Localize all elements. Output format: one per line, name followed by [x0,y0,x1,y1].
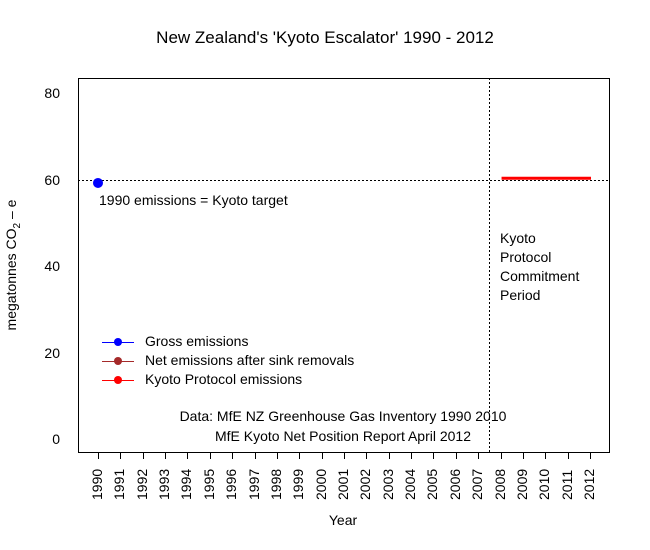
legend-dot-icon [114,357,122,365]
x-tick-label: 1994 [178,468,195,500]
legend-label: Kyoto Protocol emissions [145,371,303,387]
legend-dot-icon [114,376,122,384]
x-tick-label: 2011 [558,469,575,500]
y-tick-label: 40 [44,258,60,274]
source-line: MfE Kyoto Net Position Report April 2012 [214,428,472,444]
y-axis-label-subscript: 2 [11,222,23,229]
x-tick-label: 1998 [267,468,284,500]
x-tick-label: 1990 [89,468,105,500]
x-tick-label: 1991 [111,468,128,500]
y-tick-label: 60 [44,171,60,188]
y-tick-label: 20 [44,344,60,361]
x-tick-label: 1993 [156,468,173,500]
x-axis-label: Year [328,512,358,528]
y-tick-label: 80 [44,85,60,101]
y-axis-label-suffix: – e [3,199,20,223]
kyoto-target-annotation: 1990 emissions = Kyoto target [99,192,288,208]
x-tick-label: 2005 [424,468,441,500]
y-axis-label-main: megatonnes CO [3,228,20,331]
commitment-period-line: Kyoto [500,230,536,246]
x-tick-label: 1995 [200,468,217,500]
commitment-period-line: Period [500,287,541,303]
x-tick-label: 2010 [536,468,553,500]
x-tick-label: 1997 [245,468,262,500]
legend-dot-icon [114,338,122,346]
y-axis-label: megatonnes CO2 – e [3,200,23,331]
data-source-note: Data: MfE NZ Greenhouse Gas Inventory 19… [180,406,507,446]
x-tick-label: 1999 [290,468,307,500]
data-point [93,177,103,188]
x-tick-label: 2006 [446,468,463,500]
x-tick-label: 2007 [469,468,486,500]
x-tick-label: 1996 [223,468,240,500]
chart-title: New Zealand's 'Kyoto Escalator' 1990 - 2… [156,28,494,47]
x-tick-label: 2008 [491,468,508,500]
commitment-period-annotation: Kyoto Protocol Commitment Period [500,229,579,305]
x-tick-label: 1992 [133,468,150,500]
x-tick-label: 2009 [513,468,530,500]
x-tick-label: 2001 [335,468,351,500]
legend-label: Gross emissions [145,333,249,349]
x-tick-label: 2012 [581,468,597,500]
source-line: Data: MfE NZ Greenhouse Gas Inventory 19… [179,408,507,424]
commitment-period-line: Commitment [500,268,580,284]
x-tick-label: 2000 [312,468,329,500]
legend-label: Net emissions after sink removals [145,352,355,368]
y-tick-label: 0 [52,431,60,447]
x-tick-label: 2004 [402,468,419,500]
commitment-period-line: Protocol [500,249,552,265]
x-tick-label: 2003 [379,468,396,500]
x-tick-label: 2002 [357,468,374,500]
